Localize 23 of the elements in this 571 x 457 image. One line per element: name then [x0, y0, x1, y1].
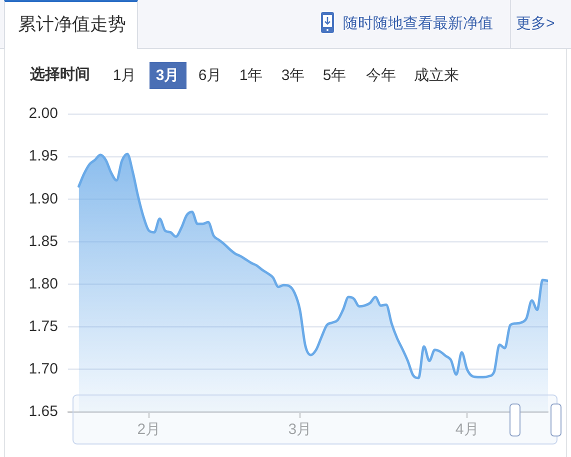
y-tick-label: 2.00	[28, 105, 58, 122]
text: 3年	[281, 66, 305, 86]
x-tick-label: 2月	[137, 421, 161, 438]
text: 成立来	[414, 66, 459, 86]
y-tick-label: 1.70	[28, 360, 58, 378]
y-tick-label: 1.85	[28, 232, 58, 250]
text: 6月	[198, 66, 222, 86]
x-tick-label: 3月	[288, 421, 312, 438]
text: 5年	[322, 66, 346, 86]
text: 更多>	[516, 14, 555, 34]
text: 1月	[112, 66, 136, 86]
y-tick-label: 1.65	[28, 403, 58, 420]
text: 随时随地查看最新净值	[343, 14, 493, 34]
text: 1年	[239, 66, 263, 86]
x-tick-label: 4月	[455, 421, 479, 438]
y-tick-label: 1.95	[28, 148, 58, 165]
y-tick-label: 1.75	[28, 318, 58, 335]
y-tick-label: 1.90	[28, 190, 58, 208]
chart-title: 累计净值走势	[18, 13, 126, 36]
y-tick-label: 1.80	[28, 275, 58, 292]
text: 今年	[366, 66, 396, 86]
text: 3月	[156, 66, 180, 86]
text: 选择时间	[30, 65, 90, 85]
